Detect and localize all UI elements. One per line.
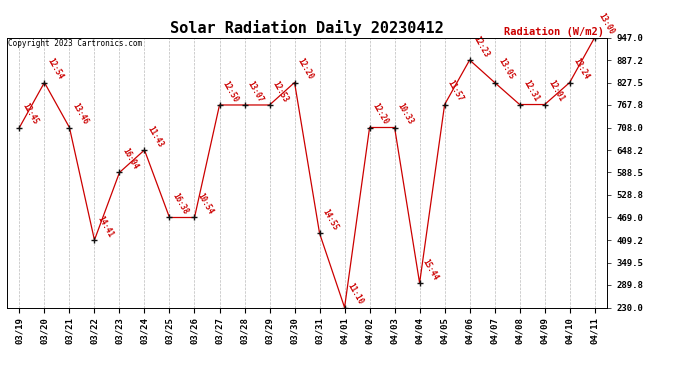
Text: 12:45: 12:45 [21, 102, 40, 126]
Text: 12:31: 12:31 [521, 79, 540, 103]
Text: 10:54: 10:54 [196, 192, 215, 216]
Text: 10:33: 10:33 [396, 102, 415, 126]
Text: Radiation (W/m2): Radiation (W/m2) [504, 27, 604, 37]
Text: 12:53: 12:53 [271, 79, 290, 104]
Text: 11:57: 11:57 [446, 79, 465, 103]
Text: 12:20: 12:20 [371, 102, 391, 126]
Text: 12:54: 12:54 [46, 57, 65, 81]
Text: 15:44: 15:44 [421, 257, 440, 282]
Text: 13:24: 13:24 [571, 57, 591, 81]
Text: 14:55: 14:55 [321, 207, 340, 232]
Text: 11:10: 11:10 [346, 282, 365, 306]
Text: 13:46: 13:46 [71, 102, 90, 126]
Text: 13:05: 13:05 [496, 57, 515, 81]
Text: Copyright 2023 Cartronics.com: Copyright 2023 Cartronics.com [8, 39, 141, 48]
Text: 14:41: 14:41 [96, 214, 115, 238]
Text: 12:01: 12:01 [546, 79, 565, 103]
Text: 12:50: 12:50 [221, 79, 240, 104]
Text: 13:00: 13:00 [596, 12, 615, 36]
Text: 13:07: 13:07 [246, 79, 265, 104]
Text: 16:38: 16:38 [171, 192, 190, 216]
Text: 16:04: 16:04 [121, 147, 140, 171]
Text: 12:20: 12:20 [296, 57, 315, 81]
Title: Solar Radiation Daily 20230412: Solar Radiation Daily 20230412 [170, 20, 444, 36]
Text: 12:23: 12:23 [471, 34, 491, 58]
Text: 11:43: 11:43 [146, 124, 165, 148]
